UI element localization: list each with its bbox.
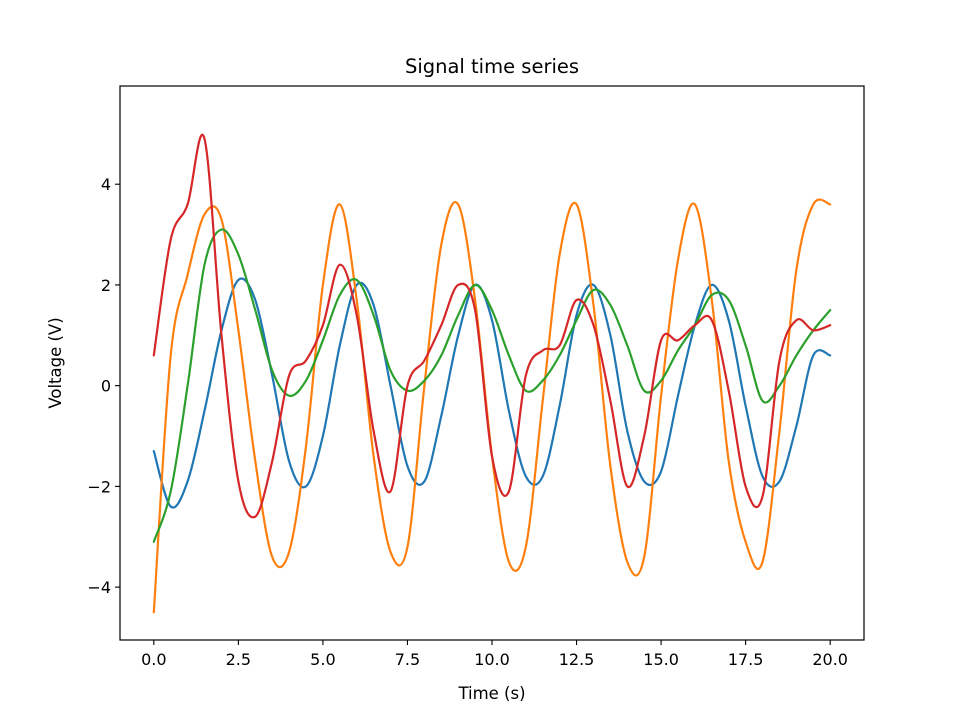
x-tick-label: 17.5 <box>728 650 764 669</box>
x-tick-label: 20.0 <box>812 650 848 669</box>
x-tick-label: 12.5 <box>559 650 595 669</box>
y-tick-label: 2 <box>101 276 111 295</box>
y-tick-label: −2 <box>87 477 111 496</box>
x-tick-label: 2.5 <box>226 650 251 669</box>
chart-title: Signal time series <box>405 55 579 78</box>
series-line-2 <box>152 198 832 614</box>
series-line-3 <box>152 228 832 543</box>
y-tick-label: 0 <box>101 377 111 396</box>
x-tick-label: 7.5 <box>395 650 420 669</box>
y-axis: −4 −2 0 2 4 <box>87 175 120 597</box>
x-tick-label: 5.0 <box>310 650 335 669</box>
x-tick-label: 15.0 <box>643 650 679 669</box>
series-line-4 <box>152 134 832 519</box>
y-axis-label: Voltage (V) <box>46 317 65 408</box>
x-axis: 0.0 2.5 5.0 7.5 10.0 12.5 15.0 17.5 20.0 <box>141 640 848 669</box>
y-tick-label: −4 <box>87 578 111 597</box>
y-tick-label: 4 <box>101 175 111 194</box>
x-tick-label: 0.0 <box>141 650 166 669</box>
plot-frame <box>119 85 865 641</box>
x-tick-label: 10.0 <box>474 650 510 669</box>
x-axis-label: Time (s) <box>457 684 525 703</box>
series-layer <box>152 134 832 614</box>
